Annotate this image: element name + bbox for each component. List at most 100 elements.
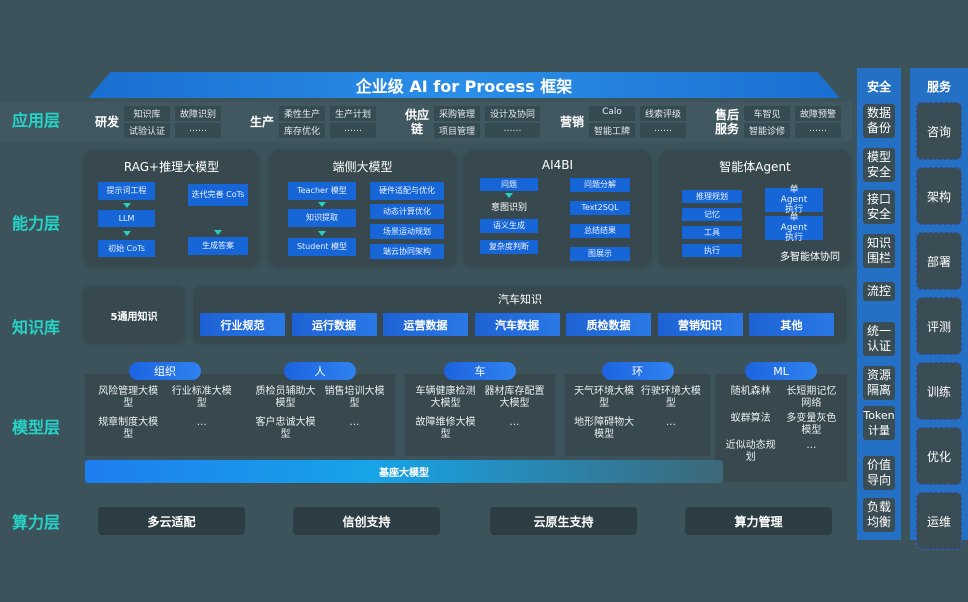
- service-item: 运维: [916, 492, 962, 550]
- app-section-label: 生产: [250, 115, 275, 129]
- agent-exec-box: 单Agent执行: [765, 213, 823, 243]
- app-item[interactable]: ……: [175, 123, 222, 138]
- app-item[interactable]: 柔性生产: [279, 106, 326, 121]
- step-box: 迭代完善 CoTs: [188, 184, 248, 206]
- app-item[interactable]: 智能诊修: [744, 123, 791, 138]
- service-title: 服务: [926, 80, 951, 94]
- app-item[interactable]: 知识库: [124, 106, 171, 121]
- security-item: 模型安全: [863, 148, 895, 182]
- app-item-grid: 车智见 故障预警 智能诊修 ……: [744, 106, 842, 138]
- app-item[interactable]: 项目管理: [434, 123, 481, 138]
- service-item: 优化: [916, 427, 962, 485]
- app-item[interactable]: 生产计划: [330, 106, 377, 121]
- service-item: 评测: [916, 297, 962, 355]
- app-item[interactable]: Calo: [589, 106, 636, 121]
- knowledge-item[interactable]: 其他: [749, 313, 834, 336]
- app-item[interactable]: 车智见: [744, 106, 791, 121]
- step-box: Student 模型: [288, 238, 356, 256]
- knowledge-item[interactable]: 运行数据: [291, 313, 377, 336]
- model-item: 长短期记忆网络: [786, 386, 837, 409]
- model-group: 天气环境大模型 行驶环境大模型 地形障碍物大模型…: [565, 374, 710, 456]
- model-group: 随机森林 长短期记忆网络 蚁群算法 多变量灰色模型 近似动态规划…: [715, 374, 847, 482]
- app-item[interactable]: ……: [330, 123, 377, 138]
- model-item: …: [509, 417, 520, 428]
- agent-box: 工具: [682, 226, 742, 239]
- app-item[interactable]: 采购管理: [434, 106, 481, 121]
- app-item[interactable]: ……: [485, 123, 541, 138]
- step-box: 提示词工程: [98, 182, 155, 200]
- app-item[interactable]: 智能工牌: [589, 123, 636, 138]
- arrow-down-icon: [318, 231, 326, 236]
- step-box: LLM: [98, 210, 155, 227]
- security-item: 资源隔离: [863, 366, 895, 400]
- feature-box: 动态计算优化: [370, 204, 444, 219]
- compute-item: 信创支持: [293, 507, 440, 535]
- app-item[interactable]: 试验认证: [124, 123, 171, 138]
- app-item[interactable]: 库存优化: [279, 123, 326, 138]
- model-group-header: 环: [601, 362, 674, 380]
- arrow-down-icon: [123, 203, 131, 208]
- security-item: 价值导向: [863, 456, 895, 490]
- service-item: 部署: [916, 232, 962, 290]
- security-item: 数据备份: [863, 104, 895, 138]
- model-group: 车辆健康检测大模型 器材库存配置大模型 故障维修大模型…: [405, 374, 555, 456]
- app-item[interactable]: ……: [640, 123, 687, 138]
- compute-item: 云原生支持: [490, 507, 637, 535]
- model-item: 地形障碍物大模型: [574, 417, 635, 440]
- app-item[interactable]: 故障预警: [795, 106, 842, 121]
- app-section-label: 售后服务: [715, 108, 740, 136]
- feature-box: 场景运动规划: [370, 224, 444, 239]
- model-group-header: 组织: [129, 362, 201, 380]
- step-box: Teacher 模型: [288, 182, 356, 200]
- knowledge-item[interactable]: 行业规范: [200, 313, 285, 336]
- app-item[interactable]: 线索评级: [640, 106, 687, 121]
- arrow-down-icon: [505, 193, 513, 198]
- app-section: 供应链 采购管理 设计及协同 项目管理 ……: [405, 106, 541, 138]
- step-box: 初始 CoTs: [98, 240, 155, 257]
- app-item[interactable]: ……: [795, 123, 842, 138]
- step-box: 生成答案: [188, 237, 248, 255]
- app-section: 营销 Calo 线索评级 智能工牌 ……: [560, 106, 687, 138]
- app-item[interactable]: 设计及协同: [485, 106, 541, 121]
- model-item: 随机森林: [730, 386, 771, 397]
- model-item: 故障维修大模型: [415, 417, 476, 440]
- knowledge-item[interactable]: 汽车数据: [474, 313, 560, 336]
- service-item: 架构: [916, 167, 962, 225]
- app-item[interactable]: 故障识别: [175, 106, 222, 121]
- model-item: 规章制度大模型: [98, 417, 159, 440]
- model-item: …: [349, 417, 360, 428]
- service-column: 服务 咨询 架构 部署 评测 训练 优化 运维: [910, 68, 968, 550]
- model-item: 蚁群算法: [730, 413, 771, 424]
- knowledge-item[interactable]: 质检数据: [566, 313, 651, 336]
- knowledge-item[interactable]: 营销知识: [657, 313, 743, 336]
- model-group: 风险管理大模型 行业标准大模型 规章制度大模型…: [85, 374, 245, 456]
- step-text: 意图识别: [490, 203, 527, 213]
- app-section: 售后服务 车智见 故障预警 智能诊修 ……: [715, 106, 842, 138]
- model-group-header: 车: [444, 362, 516, 380]
- arrow-down-icon: [318, 202, 326, 207]
- model-item: 质检员辅助大模型: [255, 386, 316, 409]
- agent-box: 记忆: [682, 208, 742, 221]
- step-box: 问题分解: [570, 178, 630, 192]
- compute-item: 算力管理: [685, 507, 832, 535]
- agent-caption: 多智能体协同: [780, 252, 840, 263]
- app-item-grid: 知识库 故障识别 试验认证 ……: [124, 106, 222, 138]
- step-box: 总结结果: [570, 224, 630, 238]
- model-group-header: 人: [284, 362, 356, 380]
- model-group: 质检员辅助大模型 销售培训大模型 客户忠诚大模型…: [245, 374, 395, 456]
- knowledge-item[interactable]: 运营数据: [383, 313, 468, 336]
- base-model-bar: 基座大模型: [85, 460, 723, 483]
- step-box: Text2SQL: [570, 201, 630, 215]
- panel-ai4bi: AI4BI 问题 意图识别 语义生成 复杂度判断 问题分解 Text2SQL 总…: [465, 152, 650, 266]
- agent-box: 执行: [682, 244, 742, 257]
- compute-item: 多云适配: [98, 507, 245, 535]
- panel-agent: 智能体Agent 推理规划 记忆 工具 执行 单Agent执行 单Agent执行…: [660, 152, 850, 266]
- app-section-label: 营销: [560, 115, 585, 129]
- capability-layer-label: 能力层: [12, 214, 61, 233]
- app-item-grid: Calo 线索评级 智能工牌 ……: [589, 106, 687, 138]
- general-knowledge: 5通用知识: [85, 288, 183, 342]
- model-item: …: [806, 440, 817, 451]
- panel-title: RAG+推理大模型: [123, 160, 220, 174]
- feature-box: 硬件适配与优化: [370, 182, 444, 200]
- app-item-grid: 采购管理 设计及协同 项目管理 ……: [434, 106, 541, 138]
